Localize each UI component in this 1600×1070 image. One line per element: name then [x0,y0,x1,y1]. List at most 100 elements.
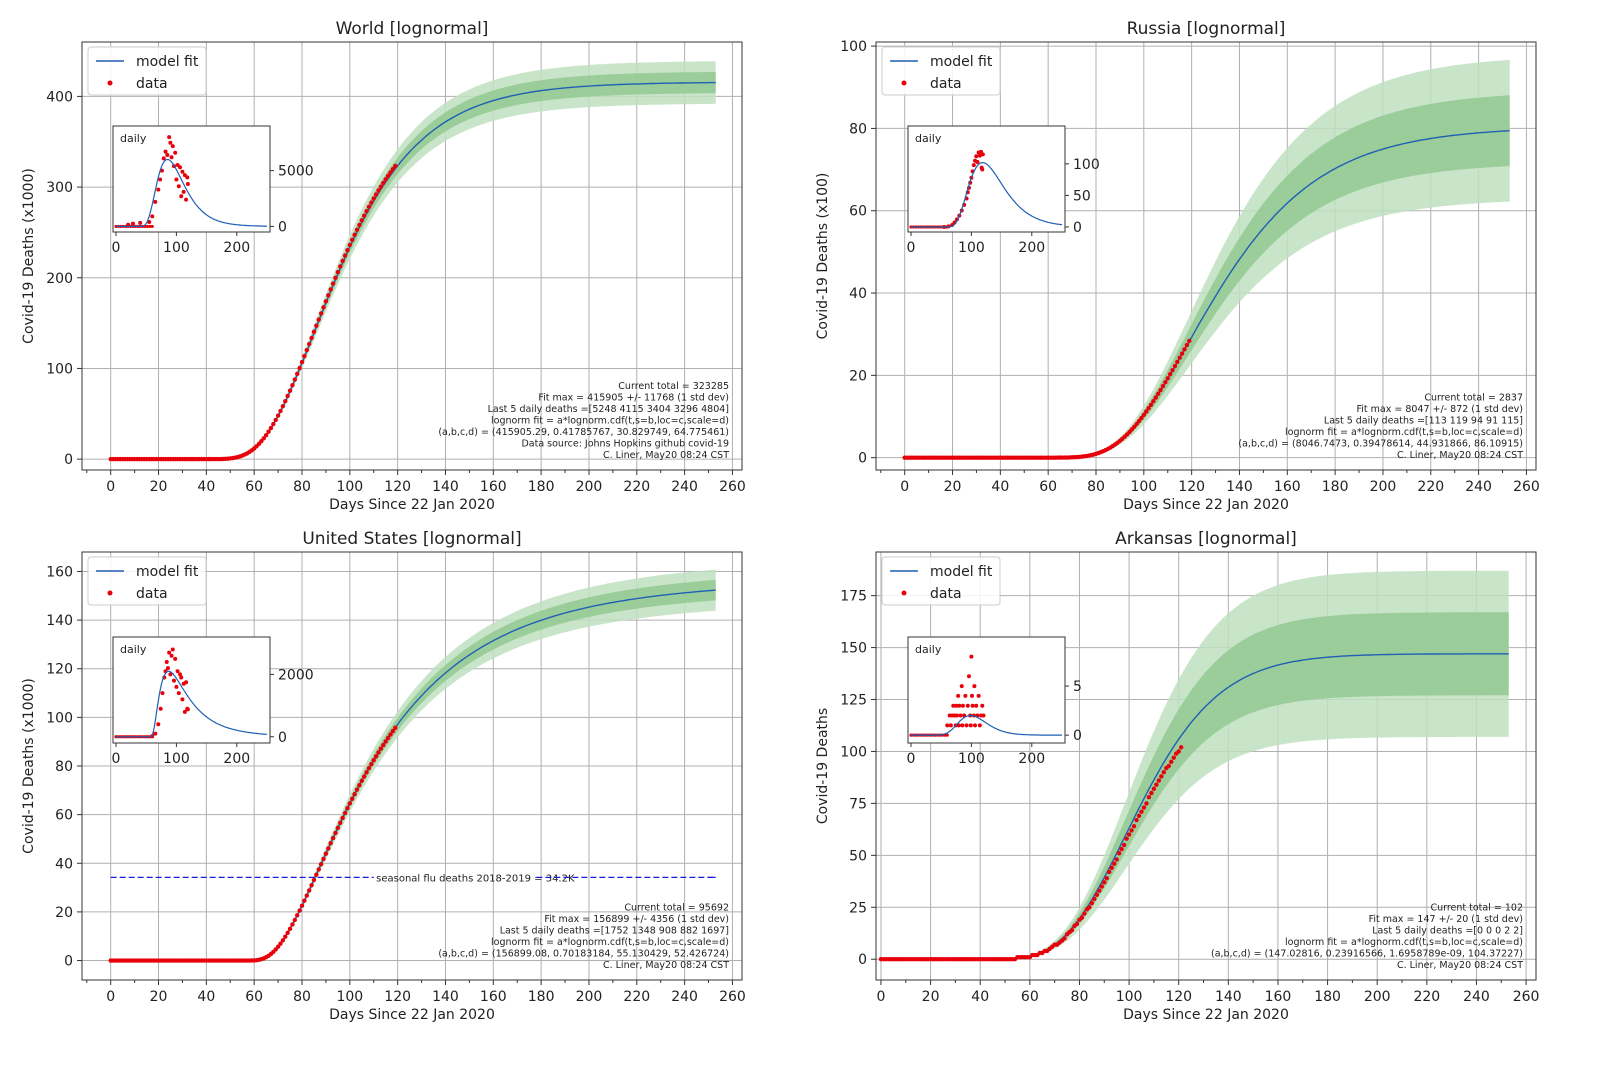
data-point [1178,745,1184,750]
inset-data-point [966,674,971,679]
x-tick-label: 140 [1215,989,1242,1005]
x-tick-label: 0 [106,479,115,495]
data-point [330,281,336,286]
data-point [1163,380,1168,385]
data-point [1104,875,1109,881]
y-tick-label: 140 [46,613,73,629]
inset-data-point [970,693,975,698]
data-point [290,922,295,927]
data-point [323,299,329,304]
chart-panel-2: 0 20 40 60 80 100 120 140 160 180 200 220 240 260 0 20 4… [815,19,1540,513]
legend-data-label: data [930,76,962,92]
y-tick-label: 0 [64,452,73,468]
inset-plot [909,149,1063,229]
data-point [347,801,353,806]
x-tick-label: 260 [719,479,746,495]
inset-data-point [165,153,170,158]
annotation-line: lognorm fit = a*lognorm.cdf(t,s=b,loc=c,… [491,937,729,948]
annotation-line: Current total = 323285 [618,381,729,392]
plot-area [876,552,1536,980]
inset-data-point [954,713,959,718]
x-tick-label: 200 [576,479,603,495]
x-tick-label: 180 [528,989,555,1005]
inset-y-tick-label: 100 [1073,157,1100,173]
x-tick-label: 40 [197,479,215,495]
data-point [385,735,391,741]
inset-data-point [185,707,190,712]
y-tick-label: 100 [46,361,73,377]
y-tick-label: 20 [849,368,867,384]
data-point [1062,936,1067,941]
x-tick-label: 40 [971,989,989,1005]
inset-data-point [161,156,166,161]
annotation-line: lognorm fit = a*lognorm.cdf(t,s=b,loc=c,… [491,416,729,427]
chart-panel-1: 0 20 40 60 80 100 120 140 160 180 200 220 240 260 0 100… [21,19,746,513]
inset-data-point [167,135,172,140]
data-point [275,944,281,949]
data-point [342,253,348,258]
inset-data-point [968,723,973,728]
data-point [283,934,288,939]
x-tick-label: 80 [1087,479,1105,495]
data-point [1141,805,1147,810]
y-tick-label: 25 [849,900,867,916]
x-tick-label: 160 [1265,989,1292,1005]
annotation-line: lognorm fit = a*lognorm.cdf(t,s=b,loc=c,… [1285,937,1523,948]
x-tick-label: 60 [1021,989,1039,1005]
data-point [333,830,338,836]
data-point [364,209,369,214]
fit-band-2std [110,569,716,961]
x-tick-label: 100 [1116,989,1143,1005]
annotation-line: (a,b,c,d) = (147.02816, 0.23916566, 1.69… [1211,949,1523,960]
legend-data-swatch [901,590,907,596]
data-point [1169,759,1174,765]
data-point [292,377,298,382]
data-point [347,242,353,248]
inset-data-point [170,647,175,652]
x-tick-label: 60 [1039,479,1057,495]
x-tick-label: 240 [1463,989,1490,1005]
annotation-line: C. Liner, May20 08:24 CST [603,450,729,461]
data-point [366,204,372,210]
inset-fit-line [116,670,268,738]
y-tick-label: 300 [46,180,73,196]
x-tick-label: 220 [1417,479,1444,495]
x-tick-label: 40 [197,989,215,1005]
inset-label: daily [120,132,147,145]
inset-y-tick-label: 2000 [278,667,314,683]
y-tick-label: 150 [840,641,867,657]
data-point [1172,363,1178,369]
chart-title: Russia [lognormal] [1127,19,1286,39]
x-axis-label: Days Since 22 Jan 2020 [1123,1007,1289,1023]
data-point [357,783,362,788]
x-axis-label: Days Since 22 Jan 2020 [1123,497,1289,513]
x-tick-label: 20 [944,479,962,495]
data-point [287,388,293,393]
inset-x-tick-label: 100 [958,240,985,256]
inset-data-point [980,152,985,157]
y-axis-label: Covid-19 Deaths [815,708,831,824]
data-point [273,417,278,423]
inset-data-point [168,672,173,677]
data-point [352,792,357,797]
data-point [1171,755,1176,760]
legend-data-swatch [107,80,113,86]
y-tick-label: 40 [55,856,73,872]
data-point [1144,801,1149,806]
legend-fit-label: model fit [136,54,199,70]
inset-x-tick-label: 100 [163,240,190,256]
inset-data-point [959,684,964,689]
x-tick-label: 80 [293,479,311,495]
data-point [1153,395,1158,400]
data-point [1155,391,1161,397]
data-point [352,232,357,237]
data-point [311,329,317,334]
x-axis-label: Days Since 22 Jan 2020 [329,497,495,513]
annotation-line: Current total = 2837 [1424,393,1523,404]
legend: model fit data [87,556,207,606]
inset-data-point [130,221,135,226]
data-point [1175,359,1180,365]
inset-data-point [168,140,173,145]
